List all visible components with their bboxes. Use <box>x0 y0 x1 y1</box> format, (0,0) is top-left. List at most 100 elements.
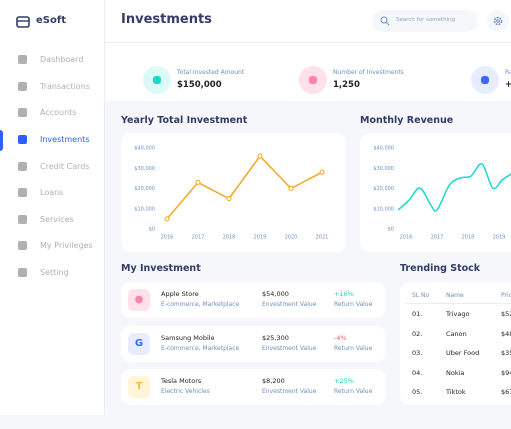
table-cell: Canon <box>446 329 467 338</box>
y-tick-label: $20,000 <box>373 186 394 192</box>
company-icon: T <box>128 376 150 398</box>
x-tick-label: 2019 <box>254 235 267 241</box>
y-tick-label: $0 <box>388 227 394 233</box>
table-cell: Nokia <box>446 368 465 377</box>
menu-icon <box>18 55 27 64</box>
menu-item[interactable]: Services <box>40 215 74 224</box>
data-point <box>319 169 325 175</box>
company-name: Apple Store <box>161 290 199 298</box>
stat-value: 1,250 <box>333 80 360 90</box>
x-tick-label: 2021 <box>316 235 329 241</box>
logo-icon <box>16 16 30 28</box>
company-category: E-commerce, Marketplace <box>161 344 240 352</box>
table-cell: $350 <box>501 349 511 357</box>
data-line <box>397 163 511 212</box>
stat-icon-glyph <box>153 76 161 84</box>
return-value: +16% <box>334 290 354 298</box>
stat-value: $150,000 <box>177 80 222 90</box>
table-cell: Tiktok <box>446 388 466 396</box>
line-chart: $0 $10,000 $20,000 $30,000 $40,000 2016 2017 20… <box>134 146 329 241</box>
menu-icon <box>18 241 27 250</box>
y-tick-label: $20,000 <box>134 186 155 192</box>
return-label: Return Value <box>334 388 373 395</box>
amount-label: Envestment Value <box>262 344 317 352</box>
amount-label: Envestment Value <box>262 301 317 308</box>
data-point <box>195 179 201 185</box>
search-placeholder: Search for something <box>396 17 456 23</box>
menu-icon <box>18 162 27 171</box>
menu-icon <box>18 215 27 224</box>
data-line <box>166 154 323 220</box>
x-tick-label: 2017 <box>192 235 205 241</box>
data-point <box>164 216 170 222</box>
investment-card <box>121 369 386 405</box>
table-cell: 03. <box>412 349 423 357</box>
x-tick-label: 2020 <box>285 235 298 241</box>
table-cell: 04. <box>412 368 423 377</box>
page-title: Investments <box>121 12 212 27</box>
section-title: Trending Stock <box>400 263 481 274</box>
settings-button[interactable] <box>487 10 509 32</box>
menu-item[interactable]: Accounts <box>40 108 77 117</box>
menu-icon <box>18 268 27 277</box>
menu-item[interactable]: Transactions <box>40 82 90 91</box>
menu-icon <box>18 82 27 91</box>
menu-item[interactable]: Investments <box>40 135 90 144</box>
table-cell: 01. <box>412 310 423 318</box>
y-tick-label: $30,000 <box>373 166 394 172</box>
chart-title: Yearly Total Investment <box>121 115 248 126</box>
y-tick-label: $0 <box>149 227 155 233</box>
table-cell: $940 <box>501 368 511 377</box>
menu-item[interactable]: My Privileges <box>40 241 93 250</box>
company-category: E-commerce, Marketplace <box>161 301 240 308</box>
menu-item[interactable]: Loans <box>40 188 64 197</box>
table-cell: $670 <box>501 388 511 396</box>
stat-value: +5.80% <box>505 80 511 90</box>
active-indicator <box>0 130 3 151</box>
return-value: -4% <box>334 333 347 342</box>
company-name: Tesla Motors <box>161 377 202 385</box>
y-tick-label: $30,000 <box>134 166 155 172</box>
search-icon <box>380 16 390 26</box>
investment-amount: $25,300 <box>262 333 289 342</box>
stat-label: Total Invested Amount <box>177 69 245 76</box>
menu-icon <box>18 188 27 197</box>
menu-item[interactable]: Setting <box>40 268 69 277</box>
chart-title: Monthly Revenue <box>360 115 454 126</box>
table-header: Name <box>446 292 464 299</box>
table-cell: $480 <box>501 329 511 338</box>
return-label: Return Value <box>334 301 373 308</box>
company-icon: ● <box>128 289 150 311</box>
section-title: My Investment <box>121 263 201 274</box>
table-header: Price <box>501 292 511 299</box>
table-cell: $520 <box>501 310 511 318</box>
company-category: Electric Vehicles <box>161 388 210 395</box>
sidebar <box>0 0 105 415</box>
stat-icon-glyph <box>481 76 489 84</box>
investment-card <box>121 325 386 362</box>
x-tick-label: 2016 <box>161 235 174 241</box>
stat-label: Rate of Return <box>505 69 511 76</box>
data-point <box>288 186 294 191</box>
x-tick-label: 2017 <box>431 235 444 241</box>
gear-icon <box>493 16 503 26</box>
return-label: Return Value <box>334 344 373 352</box>
stat-label: Number of Investments <box>333 69 404 76</box>
stat-icon-glyph <box>309 76 317 84</box>
x-tick-label: 2018 <box>462 235 475 241</box>
y-tick-label: $10,000 <box>134 206 155 212</box>
table-header: SL No <box>412 292 430 299</box>
table-cell: Trivago <box>446 310 470 318</box>
chart-card <box>360 133 511 252</box>
investment-card <box>121 282 386 318</box>
menu-item[interactable]: Dashboard <box>40 55 84 64</box>
search-box[interactable] <box>372 10 478 32</box>
y-tick-label: $40,000 <box>373 146 394 152</box>
menu-item[interactable]: Credit Cards <box>40 162 90 171</box>
investment-amount: $54,000 <box>262 290 289 298</box>
y-tick-label: $40,000 <box>134 146 155 152</box>
table-cell: 05. <box>412 388 423 396</box>
x-tick-label: 2019 <box>493 235 506 241</box>
return-value: +25% <box>334 377 354 385</box>
